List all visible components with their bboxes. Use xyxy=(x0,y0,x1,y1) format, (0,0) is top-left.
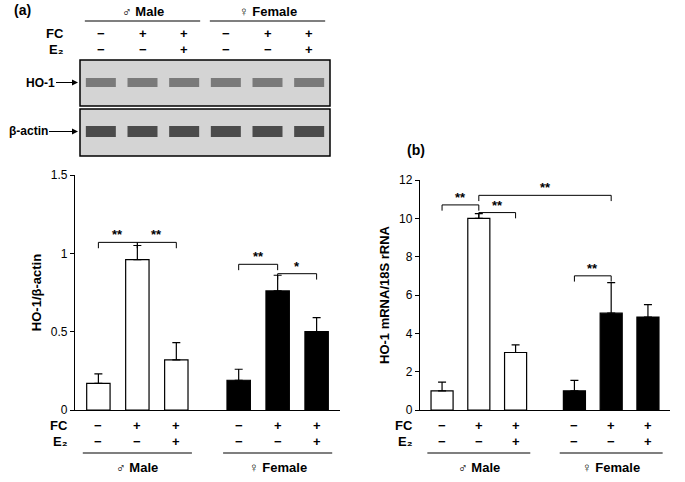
svg-text:+: + xyxy=(512,434,520,449)
svg-text:−: − xyxy=(133,434,141,449)
svg-text:−: − xyxy=(222,26,230,41)
svg-text:−: − xyxy=(139,42,147,57)
svg-text:♂ Male: ♂ Male xyxy=(458,460,500,475)
svg-text:−: − xyxy=(235,434,243,449)
svg-text:0: 0 xyxy=(61,403,68,417)
svg-text:♀ Female: ♀ Female xyxy=(249,460,307,475)
svg-text:FC: FC xyxy=(46,26,64,41)
svg-text:**: ** xyxy=(587,261,598,276)
svg-text:+: + xyxy=(305,26,313,41)
svg-text:0: 0 xyxy=(406,403,413,417)
svg-text:−: − xyxy=(570,434,578,449)
svg-text:(a): (a) xyxy=(14,2,31,18)
svg-text:+: + xyxy=(607,418,615,433)
svg-text:+: + xyxy=(172,418,180,433)
svg-text:−: − xyxy=(94,434,102,449)
svg-text:♂ Male: ♂ Male xyxy=(122,4,164,19)
svg-text:**: ** xyxy=(112,227,123,242)
svg-text:+: + xyxy=(264,26,272,41)
svg-text:−: − xyxy=(222,42,230,57)
svg-text:−: − xyxy=(570,418,578,433)
svg-text:β-actin: β-actin xyxy=(9,124,48,138)
svg-text:10: 10 xyxy=(399,212,413,226)
svg-text:**: ** xyxy=(492,198,503,213)
svg-text:*: * xyxy=(294,259,300,274)
svg-text:+: + xyxy=(305,42,313,57)
svg-text:+: + xyxy=(139,26,147,41)
svg-text:**: ** xyxy=(253,249,264,264)
svg-text:E₂: E₂ xyxy=(49,42,64,57)
svg-text:**: ** xyxy=(540,180,551,195)
svg-text:♀ Female: ♀ Female xyxy=(239,4,297,19)
svg-text:+: + xyxy=(644,434,652,449)
svg-text:+: + xyxy=(274,418,282,433)
svg-text:−: − xyxy=(274,434,282,449)
svg-text:−: − xyxy=(97,26,105,41)
svg-text:E₂: E₂ xyxy=(398,434,413,449)
svg-text:+: + xyxy=(172,434,180,449)
svg-text:8: 8 xyxy=(406,250,413,264)
svg-text:♂ Male: ♂ Male xyxy=(116,460,158,475)
svg-text:0.5: 0.5 xyxy=(51,325,68,339)
svg-text:+: + xyxy=(313,418,321,433)
svg-text:FC: FC xyxy=(50,418,68,433)
svg-text:−: − xyxy=(97,42,105,57)
svg-text:+: + xyxy=(133,418,141,433)
svg-text:−: − xyxy=(438,418,446,433)
svg-text:12: 12 xyxy=(399,173,413,187)
svg-text:HO-1 mRNA/18S rRNA: HO-1 mRNA/18S rRNA xyxy=(377,225,392,364)
svg-text:−: − xyxy=(235,418,243,433)
svg-text:−: − xyxy=(264,42,272,57)
svg-text:+: + xyxy=(512,418,520,433)
svg-text:**: ** xyxy=(455,190,466,205)
svg-text:+: + xyxy=(180,42,188,57)
svg-text:−: − xyxy=(94,418,102,433)
svg-text:−: − xyxy=(475,434,483,449)
svg-text:1: 1 xyxy=(61,247,68,261)
svg-text:HO-1: HO-1 xyxy=(26,76,55,90)
svg-text:−: − xyxy=(607,434,615,449)
svg-text:−: − xyxy=(438,434,446,449)
svg-text:FC: FC xyxy=(395,418,413,433)
svg-text:4: 4 xyxy=(406,327,413,341)
svg-text:E₂: E₂ xyxy=(53,434,68,449)
svg-text:(b): (b) xyxy=(407,142,425,158)
svg-text:♀ Female: ♀ Female xyxy=(582,460,640,475)
svg-text:+: + xyxy=(475,418,483,433)
svg-text:2: 2 xyxy=(406,365,413,379)
svg-text:+: + xyxy=(313,434,321,449)
svg-text:**: ** xyxy=(151,227,162,242)
svg-text:6: 6 xyxy=(406,288,413,302)
svg-text:+: + xyxy=(644,418,652,433)
svg-text:+: + xyxy=(180,26,188,41)
svg-text:1.5: 1.5 xyxy=(51,168,68,182)
svg-text:HO-1/β-actin: HO-1/β-actin xyxy=(29,254,44,331)
